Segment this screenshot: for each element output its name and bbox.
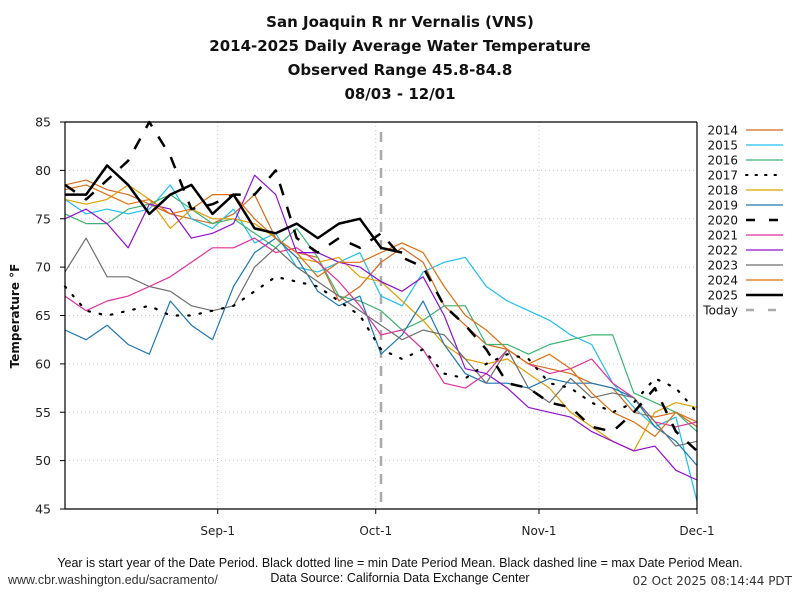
legend-label-2024: 2024 xyxy=(707,274,738,288)
legend-label-2017: 2017 xyxy=(707,169,738,183)
y-tick-label: 50 xyxy=(35,453,51,468)
y-tick-label: 75 xyxy=(35,211,51,226)
axes: 45 50 55 60 65 70 75 80 85 Sep-1 Oct-1 Nov-1 Dec-1 xyxy=(35,115,715,539)
legend-label-2020: 2020 xyxy=(707,214,738,228)
legend-label-2016: 2016 xyxy=(707,154,738,168)
series-line-2021 xyxy=(64,237,698,428)
x-tick-label: Nov-1 xyxy=(521,524,556,538)
legend-label-2015: 2015 xyxy=(707,139,738,153)
legend-label-2021: 2021 xyxy=(707,229,738,243)
legend-label-2023: 2023 xyxy=(707,259,738,273)
series-line-2023 xyxy=(64,237,698,447)
legend-label-2022: 2022 xyxy=(707,244,738,258)
footer-note: Year is start year of the Date Period. B… xyxy=(57,556,743,570)
y-tick-label: 55 xyxy=(35,405,51,420)
series-line-2025 xyxy=(65,164,403,254)
legend: 2014201520162017201820192020202120222023… xyxy=(702,124,784,318)
legend-label-2014: 2014 xyxy=(707,124,738,138)
footer-timestamp: 02 Oct 2025 08:14:44 PDT xyxy=(632,574,792,588)
legend-label-2025: 2025 xyxy=(707,289,738,303)
y-tick-label: 70 xyxy=(35,260,51,275)
y-tick-label: 65 xyxy=(35,308,51,323)
y-tick-label: 60 xyxy=(35,356,51,371)
footer-url-link[interactable]: www.cbr.washington.edu/sacramento/ xyxy=(8,573,218,587)
series-line-2024 xyxy=(64,184,698,437)
series-line-2019 xyxy=(64,237,698,466)
y-tick-label: 80 xyxy=(35,163,51,178)
series-line-2015 xyxy=(64,184,698,502)
series-line-2017 xyxy=(63,275,699,414)
x-tick-label: Sep-1 xyxy=(200,524,235,538)
y-tick-label: 45 xyxy=(35,502,51,517)
chart-title-description: 2014-2025 Daily Average Water Temperatur… xyxy=(209,37,591,55)
series-group xyxy=(63,120,699,509)
legend-label-2019: 2019 xyxy=(707,199,738,213)
series-line-2022 xyxy=(64,174,698,481)
x-tick-label: Dec-1 xyxy=(679,524,714,538)
chart-title-range: Observed Range 45.8-84.8 xyxy=(287,61,513,79)
footer-data-source: Data Source: California Data Exchange Ce… xyxy=(270,571,530,585)
x-tick-label: Oct-1 xyxy=(359,524,392,538)
y-tick-label: 85 xyxy=(35,115,51,130)
chart-title-dates: 08/03 - 12/01 xyxy=(344,85,456,103)
y-axis-label: Temperature °F xyxy=(8,264,22,369)
chart-title-station: San Joaquin R nr Vernalis (VNS) xyxy=(266,13,534,31)
legend-label-today: Today xyxy=(702,304,738,318)
legend-label-2018: 2018 xyxy=(707,184,738,198)
